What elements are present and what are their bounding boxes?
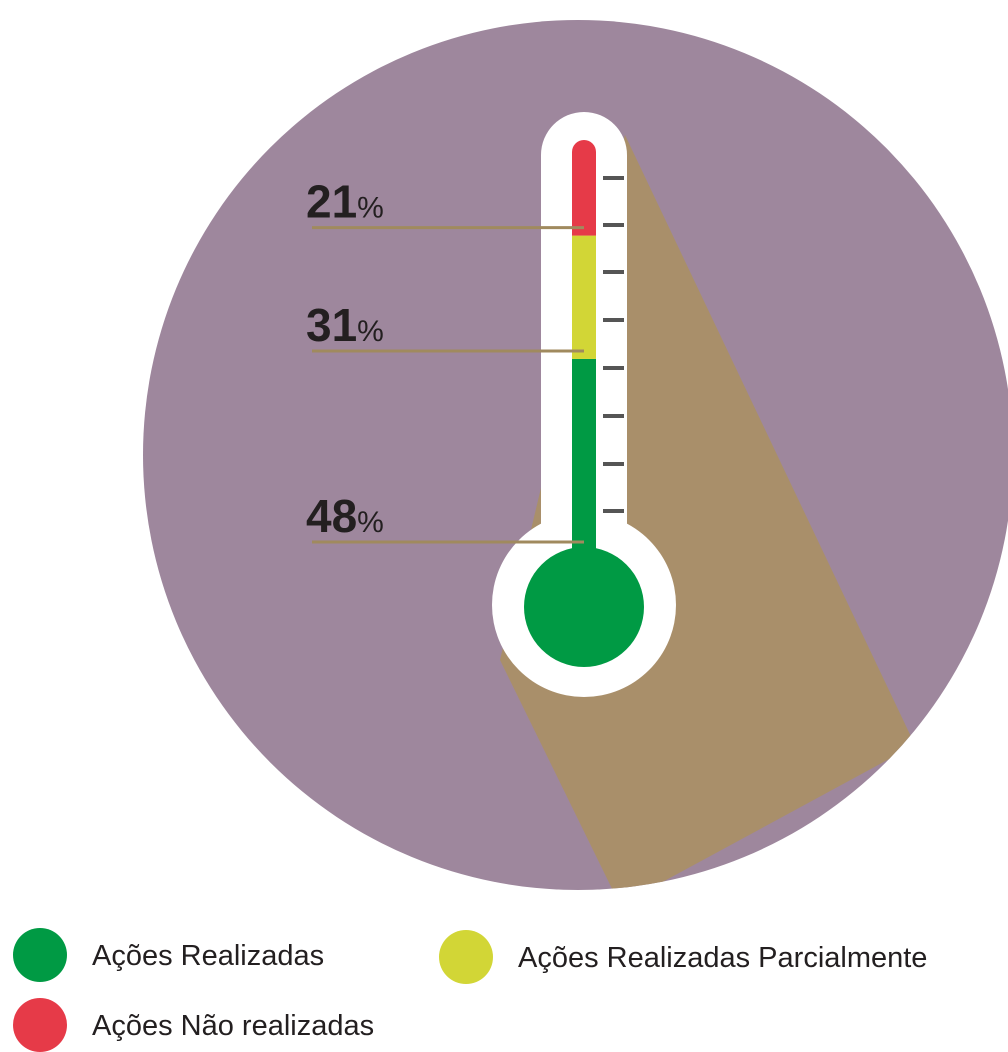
bulb bbox=[524, 547, 644, 667]
chart: 48%31%21% Ações RealizadasAções Realizad… bbox=[0, 0, 1008, 1052]
segment bbox=[572, 359, 596, 558]
segment-cap bbox=[572, 140, 596, 164]
legend-label: Ações Realizadas Parcialmente bbox=[518, 942, 927, 974]
segment bbox=[572, 152, 596, 236]
legend-label: Ações Realizadas bbox=[92, 940, 324, 972]
legend-marker bbox=[13, 998, 67, 1052]
legend-marker bbox=[13, 928, 67, 982]
segment bbox=[572, 236, 596, 359]
legend-label: Ações Não realizadas bbox=[92, 1010, 374, 1042]
legend-marker bbox=[439, 930, 493, 984]
